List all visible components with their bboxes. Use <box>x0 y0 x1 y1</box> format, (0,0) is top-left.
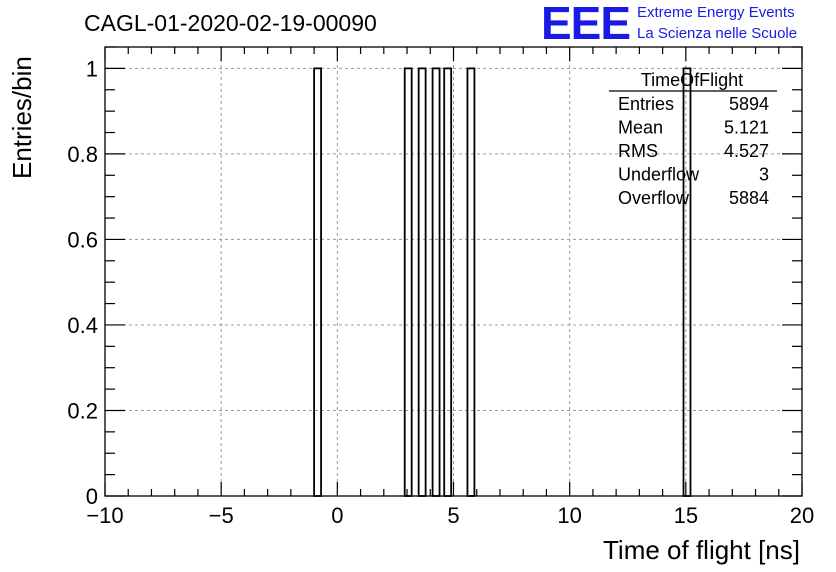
x-tick-label: 10 <box>557 503 581 528</box>
axis-tick-labels: −10 −5 0 5 10 15 20 0 0.2 0.4 0.6 0.8 1 <box>67 56 814 528</box>
y-tick-label: 1 <box>86 56 98 81</box>
x-tick-label: −10 <box>86 503 123 528</box>
stats-row-label: RMS <box>618 141 658 161</box>
x-axis-label: Time of flight [ns] <box>603 535 800 565</box>
stats-box-title: TimeOfFlight <box>641 70 743 90</box>
histogram-bar <box>682 67 692 497</box>
x-tick-label: 20 <box>790 503 814 528</box>
histogram-bar <box>466 67 476 497</box>
stats-row-value: 5894 <box>729 94 769 114</box>
chart-title: CAGL-01-2020-02-19-00090 <box>84 10 377 36</box>
x-tick-label: −5 <box>209 503 234 528</box>
y-tick-label: 0.2 <box>67 398 98 423</box>
y-tick-label: 0.8 <box>67 142 98 167</box>
stats-row-label: Mean <box>618 118 663 138</box>
stats-row-label: Underflow <box>618 165 700 185</box>
stats-row-value: 5884 <box>729 188 769 208</box>
histogram-bar <box>403 67 413 497</box>
y-axis-label: Entries/bin <box>7 56 37 179</box>
histogram-bar <box>431 67 441 497</box>
histogram-bar <box>443 67 453 497</box>
x-tick-label: 0 <box>331 503 343 528</box>
stats-row-label: Overflow <box>618 188 690 208</box>
grid-lines <box>105 47 802 496</box>
stats-box-rows: Entries 5894 Mean 5.121 RMS 4.527 Underflow 3 Ov… <box>618 94 769 208</box>
stats-row-value: 5.121 <box>724 118 769 138</box>
x-tick-label: 15 <box>674 503 698 528</box>
y-tick-label: 0.6 <box>67 227 98 252</box>
eee-logo-line-2: La Scienza nelle Scuole <box>637 25 798 42</box>
eee-logo-line-1: Extreme Energy Events <box>637 4 795 21</box>
y-tick-label: 0.4 <box>67 313 98 338</box>
x-tick-label: 5 <box>447 503 459 528</box>
eee-logo: EEE <box>541 0 631 49</box>
axis-ticks <box>104 46 803 497</box>
y-tick-label: 0 <box>86 484 98 509</box>
histogram-bar <box>313 67 322 497</box>
stats-box: TimeOfFlight Entries 5894 Mean 5.121 RMS 4.52… <box>609 70 777 208</box>
stats-row-label: Entries <box>618 94 674 114</box>
histogram-bar <box>417 67 427 497</box>
stats-row-value: 3 <box>759 165 769 185</box>
stats-row-value: 4.527 <box>724 141 769 161</box>
